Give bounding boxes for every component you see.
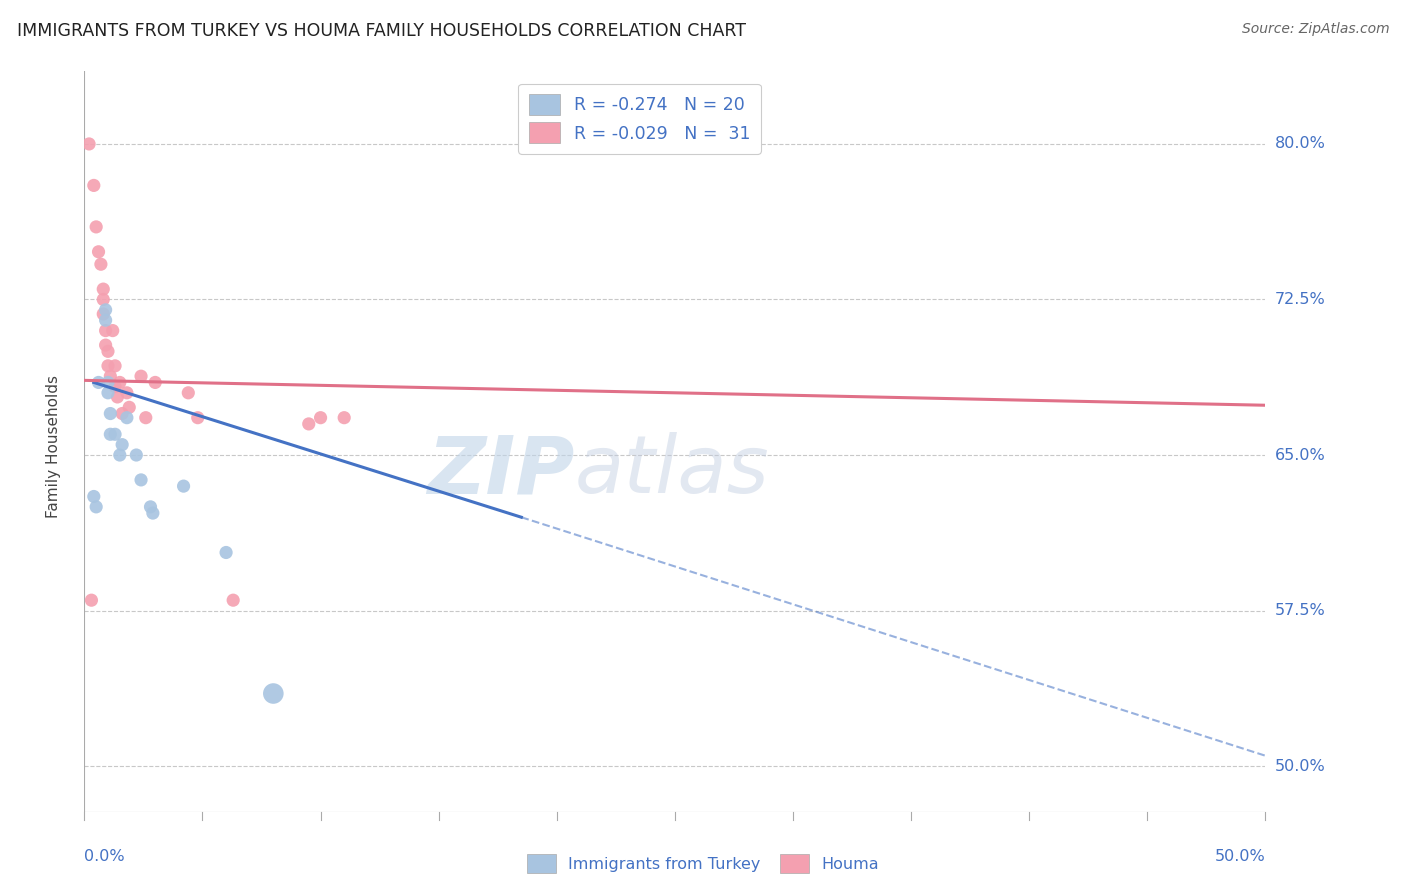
Point <box>142 506 165 520</box>
Point <box>101 324 124 338</box>
Point <box>94 324 117 338</box>
Point <box>111 437 134 451</box>
Point <box>77 136 100 151</box>
Point <box>215 545 238 559</box>
Point <box>139 500 162 514</box>
Point <box>108 448 131 462</box>
Text: 65.0%: 65.0% <box>1275 448 1326 463</box>
Point <box>107 390 129 404</box>
Text: 80.0%: 80.0% <box>1275 136 1326 152</box>
Point <box>187 410 209 425</box>
Text: Family Households: Family Households <box>46 375 60 517</box>
Point <box>177 385 200 400</box>
Point <box>98 407 121 421</box>
Point <box>115 385 138 400</box>
Point <box>298 417 321 431</box>
Point <box>94 313 117 327</box>
Point <box>80 593 103 607</box>
Point <box>104 427 127 442</box>
Point <box>108 376 131 390</box>
Point <box>84 500 107 514</box>
Text: 57.5%: 57.5% <box>1275 603 1326 618</box>
Text: 72.5%: 72.5% <box>1275 292 1326 307</box>
Point <box>91 293 114 307</box>
Point <box>125 448 148 462</box>
Text: ZIP: ZIP <box>427 432 575 510</box>
Text: Source: ZipAtlas.com: Source: ZipAtlas.com <box>1241 22 1389 37</box>
Point <box>91 307 114 321</box>
Point <box>111 407 134 421</box>
Point <box>173 479 195 493</box>
Point <box>97 359 120 373</box>
Point <box>309 410 332 425</box>
Text: 50.0%: 50.0% <box>1275 758 1326 773</box>
Point <box>94 338 117 352</box>
Text: IMMIGRANTS FROM TURKEY VS HOUMA FAMILY HOUSEHOLDS CORRELATION CHART: IMMIGRANTS FROM TURKEY VS HOUMA FAMILY H… <box>17 22 745 40</box>
Point <box>143 376 166 390</box>
Point <box>104 379 127 393</box>
Point <box>115 410 138 425</box>
Point <box>87 244 110 259</box>
Point <box>222 593 245 607</box>
Point <box>118 401 141 415</box>
Point <box>97 385 120 400</box>
Point <box>83 490 105 504</box>
Point <box>98 369 121 384</box>
Point <box>262 686 284 700</box>
Point <box>129 369 152 384</box>
Point <box>333 410 356 425</box>
Point <box>98 427 121 442</box>
Point <box>84 219 107 234</box>
Text: atlas: atlas <box>575 432 769 510</box>
Point <box>97 376 120 390</box>
Point <box>87 376 110 390</box>
Legend: Immigrants from Turkey, Houma: Immigrants from Turkey, Houma <box>520 847 886 880</box>
Point <box>104 359 127 373</box>
Text: 0.0%: 0.0% <box>84 849 125 864</box>
Point <box>90 257 112 271</box>
Text: 50.0%: 50.0% <box>1215 849 1265 864</box>
Point <box>129 473 152 487</box>
Legend: R = -0.274   N = 20, R = -0.029   N =  31: R = -0.274 N = 20, R = -0.029 N = 31 <box>519 84 761 154</box>
Point <box>97 344 120 359</box>
Point <box>135 410 157 425</box>
Point <box>91 282 114 296</box>
Point <box>83 178 105 193</box>
Point <box>94 302 117 317</box>
